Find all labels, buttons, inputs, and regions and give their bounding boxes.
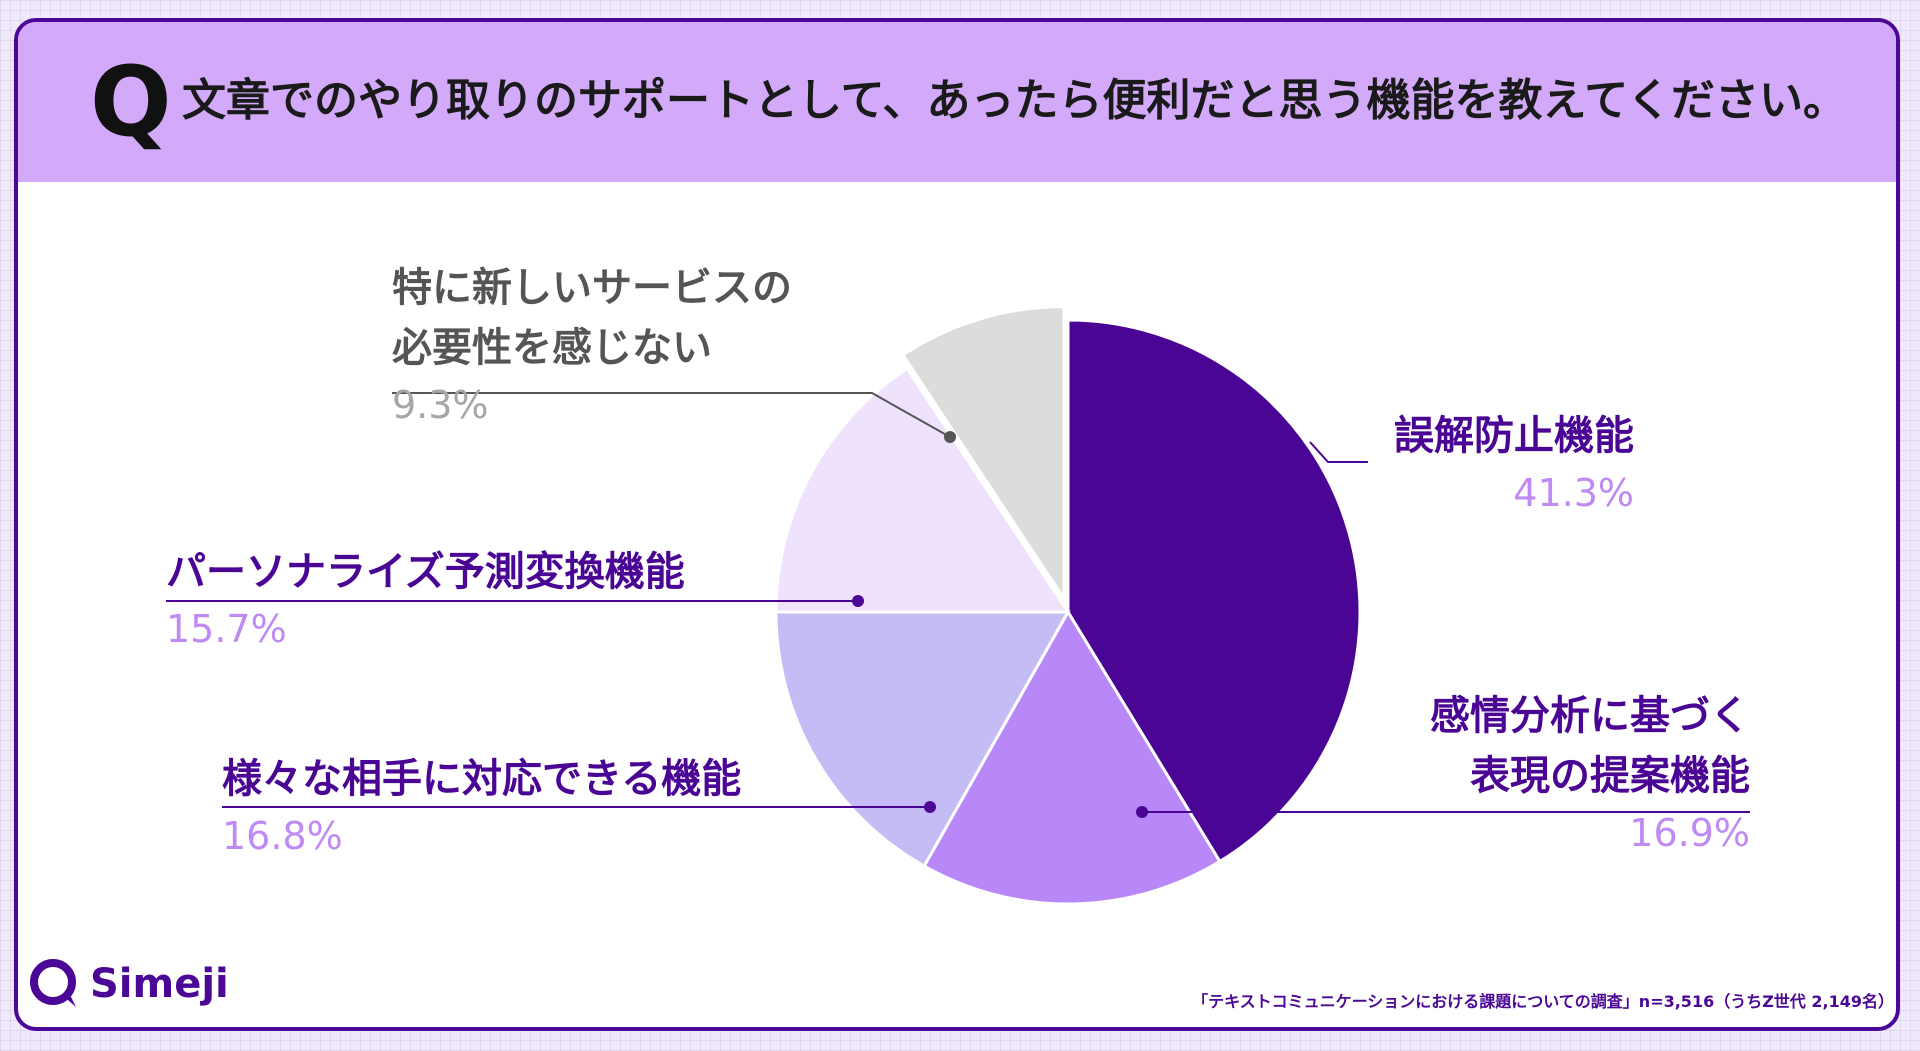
slice-name-4b: 必要性を感じない	[392, 325, 712, 371]
label-no-need: 特に新しいサービスの 必要性を感じない 9.3%	[392, 258, 792, 432]
slice-percent-0: 41.3%	[1513, 471, 1634, 515]
question-header: Q 文章でのやり取りのサポートとして、あったら便利だと思う機能を教えてください。	[18, 22, 1896, 182]
question-mark: Q	[90, 46, 172, 158]
label-misunderstanding-prevention: 誤解防止機能 41.3%	[1368, 406, 1634, 520]
speech-bubble-icon	[30, 959, 76, 1007]
label-emotion-analysis: 感情分析に基づく 表現の提案機能 16.9%	[1370, 686, 1750, 860]
pie-slice-0	[1066, 318, 1362, 864]
simeji-logo: Simeji	[26, 954, 229, 1014]
slice-name-0: 誤解防止機能	[1394, 413, 1634, 459]
label-personalized-prediction: パーソナライズ予測変換機能 15.7%	[166, 542, 685, 656]
survey-source: 「テキストコミュニケーションにおける課題についての調査」n=3,516（うちZ世…	[1192, 992, 1894, 1011]
leader-dot-1	[1136, 806, 1148, 818]
leader-dot-4	[944, 431, 956, 443]
leader-dot-3	[852, 595, 864, 607]
slice-name-1a: 感情分析に基づく	[1430, 693, 1750, 739]
question-text: 文章でのやり取りのサポートとして、あったら便利だと思う機能を教えてください。	[182, 75, 1847, 126]
pie-slice-1	[922, 609, 1222, 906]
slice-percent-2: 16.8%	[222, 814, 343, 858]
slice-name-1b: 表現の提案機能	[1470, 753, 1750, 799]
slice-percent-4: 9.3%	[392, 383, 489, 427]
slice-name-3: パーソナライズ予測変換機能	[166, 549, 685, 595]
pie-slice-3	[774, 366, 1071, 614]
leader-dot-2	[924, 801, 936, 813]
slice-name-2: 様々な相手に対応できる機能	[222, 756, 742, 802]
slice-percent-3: 15.7%	[166, 607, 287, 651]
slice-name-4a: 特に新しいサービスの	[392, 265, 792, 311]
label-various-partners: 様々な相手に対応できる機能 16.8%	[222, 749, 741, 863]
leader-line-0	[1309, 441, 1368, 463]
slice-percent-1: 16.9%	[1629, 811, 1750, 855]
pie-slice-2	[774, 610, 1071, 869]
logo-text: Simeji	[90, 961, 229, 1007]
leader-line-4	[392, 392, 951, 438]
pie-slice-4	[900, 305, 1066, 604]
